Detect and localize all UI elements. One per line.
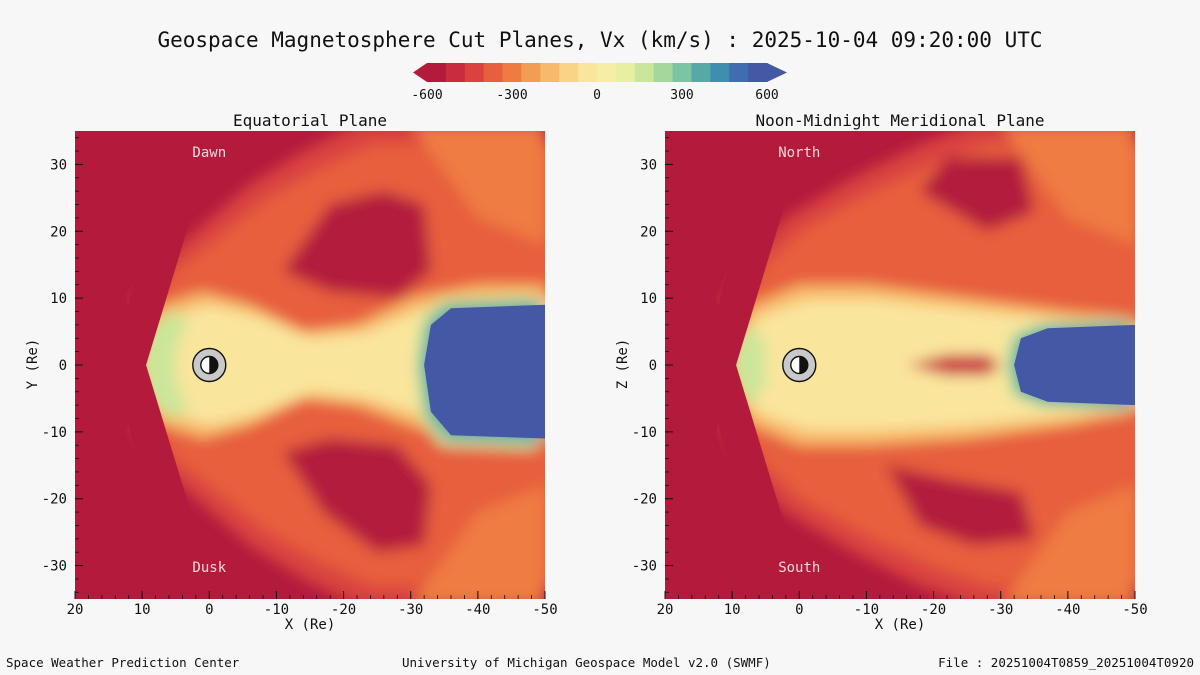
x-tick-label: 20 (67, 602, 84, 618)
x-tick-label: 0 (795, 602, 803, 618)
y-tick-label: -30 (42, 559, 67, 575)
footer-left: Space Weather Prediction Center (6, 655, 240, 670)
colorbar-swatch (597, 63, 617, 82)
x-tick-label: 20 (657, 602, 674, 618)
colorbar-swatch (464, 63, 485, 82)
colorbar-tick-label: -600 (411, 88, 442, 102)
y-tick-label: -20 (42, 492, 67, 508)
x-tick-label: 10 (134, 602, 151, 618)
colorbar-swatch (634, 63, 655, 82)
y-tick-label: -10 (632, 425, 657, 441)
panel-title-meridional: Noon-Midnight Meridional Plane (755, 111, 1045, 130)
colorbar-swatch (729, 63, 749, 82)
x-tick-label: 10 (724, 602, 741, 618)
y-tick-label: 0 (59, 358, 67, 374)
equatorial-plane-plot: Dawn Dusk (75, 131, 545, 599)
tail-earthward-flow (424, 304, 545, 439)
y-tick-label: -30 (632, 559, 657, 575)
upstream-solar-wind (75, 131, 216, 599)
x-axis-label-equatorial: X (Re) (284, 617, 336, 633)
colorbar-tick-label: 300 (670, 88, 693, 102)
x-tick-label: 0 (205, 602, 213, 618)
colorbar-swatch (748, 63, 768, 82)
x-tick-label: -20 (331, 602, 356, 618)
colorbar-swatch (559, 63, 579, 82)
y-tick-label: -10 (42, 425, 67, 441)
y-tick-label: -20 (632, 492, 657, 508)
colorbar: -600 -300 0 300 600 (411, 63, 787, 102)
annotation-bottom: Dusk (192, 560, 226, 576)
x-tick-label: -20 (921, 602, 946, 618)
plasma-sheet-tailward (906, 355, 1001, 375)
upstream-solar-wind (665, 131, 806, 599)
x-tick-label: -40 (1055, 602, 1080, 618)
panel-title-equatorial: Equatorial Plane (232, 111, 388, 130)
colorbar-swatch (483, 63, 504, 82)
annotation-top: Dawn (192, 145, 226, 161)
page-title: Geospace Magnetosphere Cut Planes, Vx (k… (157, 28, 1043, 52)
annotation-top: North (778, 145, 820, 161)
x-tick-label: -50 (532, 602, 557, 618)
colorbar-swatch (578, 63, 598, 82)
y-tick-label: 0 (649, 358, 657, 374)
x-tick-label: -40 (465, 602, 490, 618)
x-tick-label: -30 (398, 602, 423, 618)
colorbar-swatch (615, 63, 636, 82)
far-flank-north (1005, 131, 1135, 245)
far-flank-north (415, 131, 545, 245)
x-tick-label: -30 (988, 602, 1013, 618)
lobe-south (886, 465, 1035, 546)
x-tick-label: -50 (1122, 602, 1147, 618)
tail-earthward-flow (1014, 324, 1135, 406)
footer-right: File : 20251004T0859_20251004T0920 (938, 655, 1194, 670)
x-axis-label-meridional: X (Re) (874, 617, 926, 633)
y-axis-label-equatorial: Y (Re) (25, 338, 41, 390)
colorbar-swatch (445, 63, 466, 82)
colorbar-swatch (653, 63, 674, 82)
y-tick-label: 10 (640, 291, 657, 307)
y-tick-label: 10 (50, 291, 67, 307)
x-tick-label: -10 (264, 602, 289, 618)
z-axis-label-meridional: Z (Re) (615, 338, 631, 390)
earth-night-side (209, 356, 218, 374)
y-tick-label: 20 (50, 224, 67, 240)
y-tick-label: 30 (50, 157, 67, 173)
y-tick-label: 20 (640, 224, 657, 240)
lobe-north (920, 157, 1035, 232)
colorbar-swatch (691, 63, 711, 82)
colorbar-max-arrow (767, 63, 787, 82)
far-flank-south (1005, 485, 1135, 599)
colorbar-tick-label: 0 (593, 88, 601, 102)
colorbar-swatch (521, 63, 541, 82)
colorbar-swatch (540, 63, 560, 82)
meridional-plane-plot: North South (665, 131, 1135, 599)
colorbar-tick-label: -300 (496, 88, 527, 102)
far-flank-south (415, 485, 545, 599)
colorbar-swatch (710, 63, 730, 82)
lobe-south (283, 438, 431, 553)
annotation-bottom: South (778, 560, 820, 576)
earth-night-side (799, 356, 808, 374)
colorbar-swatch (672, 63, 693, 82)
x-tick-label: -10 (854, 602, 879, 618)
y-tick-label: 30 (640, 157, 657, 173)
colorbar-min-arrow (413, 63, 427, 82)
colorbar-swatch (427, 63, 447, 82)
colorbar-tick-label: 600 (755, 88, 778, 102)
lobe-north (283, 191, 431, 299)
footer-center: University of Michigan Geospace Model v2… (402, 655, 771, 670)
colorbar-swatch (502, 63, 523, 82)
